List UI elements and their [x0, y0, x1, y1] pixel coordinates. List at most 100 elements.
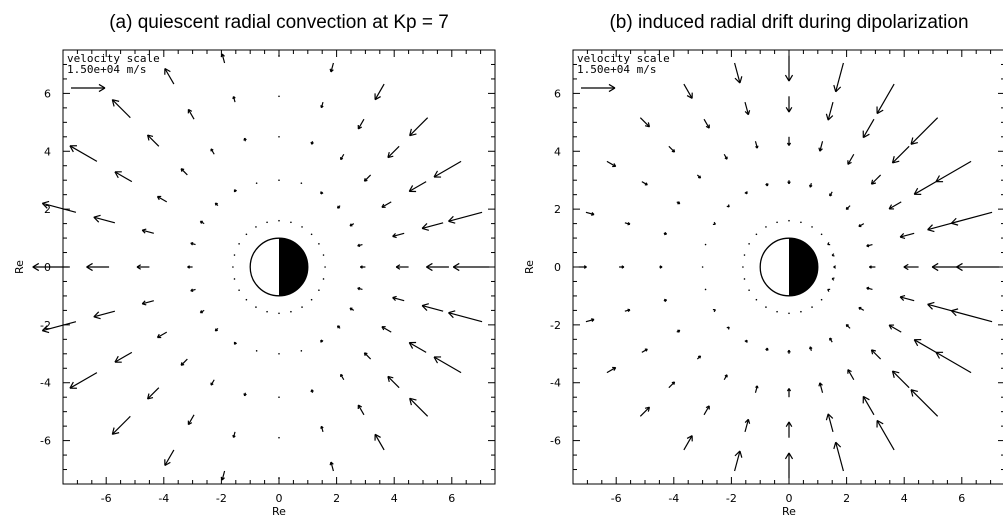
velocity-vector: [349, 223, 355, 227]
velocity-vector: [363, 174, 372, 182]
velocity-vector: [86, 262, 110, 272]
velocity-vector: [310, 141, 314, 145]
velocity-vector: [825, 413, 834, 433]
velocity-vector: [683, 435, 693, 451]
vector-point: [301, 226, 303, 228]
velocity-vector: [214, 202, 219, 207]
velocity-vector: [639, 117, 651, 128]
y-tick-label: 2: [554, 203, 561, 216]
chart-title: (b) induced radial drift during dipolari…: [609, 12, 968, 33]
velocity-vector: [910, 389, 939, 417]
velocity-vector: [870, 349, 882, 360]
velocity-vector: [754, 141, 759, 149]
vector-point: [278, 477, 280, 480]
velocity-vector: [809, 183, 813, 188]
velocity-vector: [891, 145, 910, 164]
velocity-vector: [858, 223, 865, 228]
velocity-vector: [734, 450, 743, 472]
velocity-vector: [641, 348, 648, 353]
velocity-vector: [243, 392, 247, 397]
velocity-vector: [765, 183, 769, 187]
velocity-vector: [210, 148, 215, 155]
x-tick-label: -4: [668, 492, 679, 505]
velocity-vector: [448, 211, 483, 224]
vector-point: [301, 306, 303, 308]
vector-point: [748, 289, 750, 291]
velocity-scale-label: velocity scale: [577, 52, 670, 65]
vector-point: [765, 226, 767, 228]
velocity-vector: [831, 277, 835, 281]
velocity-vector: [340, 153, 345, 161]
velocity-vector: [374, 433, 385, 451]
velocity-vector: [847, 369, 855, 381]
velocity-vector: [833, 441, 844, 472]
x-tick-label: 6: [448, 492, 455, 505]
velocity-vector: [360, 265, 366, 269]
velocity-vector: [381, 326, 392, 333]
velocity-vector: [421, 303, 444, 312]
vector-point: [324, 266, 326, 268]
velocity-vector: [899, 294, 915, 302]
x-tick-label: -4: [158, 492, 169, 505]
velocity-vector: [187, 108, 195, 120]
velocity-vector: [668, 145, 676, 153]
velocity-vector: [696, 174, 702, 179]
velocity-vector: [329, 461, 334, 472]
velocity-vector: [786, 136, 792, 146]
x-tick-label: -2: [216, 492, 227, 505]
velocity-vector: [809, 346, 813, 351]
velocity-vector: [111, 99, 131, 119]
y-tick-label: 4: [554, 145, 561, 158]
velocity-vector: [578, 265, 587, 269]
vector-point: [322, 278, 325, 280]
velocity-vector: [712, 221, 716, 225]
vector-point: [245, 298, 248, 301]
velocity-vector: [320, 339, 324, 343]
velocity-vector: [765, 347, 769, 351]
vector-point: [300, 182, 303, 184]
velocity-vector: [903, 263, 919, 271]
velocity-vector: [703, 118, 710, 129]
y-axis-label: Re: [523, 260, 536, 274]
velocity-vector: [392, 232, 405, 239]
velocity-vector: [392, 295, 405, 302]
velocity-vector: [243, 137, 247, 142]
velocity-scale-arrow: [71, 83, 106, 93]
velocity-vector: [935, 160, 972, 183]
velocity-vector: [433, 160, 462, 178]
y-tick-label: -2: [550, 319, 561, 332]
velocity-vector: [845, 205, 851, 210]
vector-point: [255, 182, 258, 184]
velocity-vector: [114, 171, 133, 183]
vector-point: [290, 310, 292, 313]
earth-nightside: [279, 238, 308, 296]
vector-point: [278, 396, 280, 399]
velocity-vector: [408, 181, 427, 193]
velocity-vector: [233, 189, 238, 193]
x-tick-label: 4: [901, 492, 908, 505]
velocity-vector: [190, 242, 196, 246]
velocity-vector: [421, 222, 444, 231]
x-tick-label: -6: [611, 492, 622, 505]
velocity-vector: [744, 339, 748, 343]
velocity-vector: [320, 425, 324, 433]
velocity-vector: [696, 355, 702, 360]
vector-point: [811, 226, 813, 228]
velocity-vector: [187, 265, 193, 269]
velocity-scale-value: 1.50e+04 m/s: [577, 63, 656, 76]
velocity-vector: [726, 204, 730, 208]
velocity-vector: [381, 201, 392, 208]
velocity-vector: [888, 201, 902, 210]
vector-point: [788, 219, 790, 222]
vector-point: [310, 233, 313, 236]
velocity-vector: [876, 419, 895, 451]
velocity-vector: [141, 228, 154, 234]
velocity-vector: [744, 191, 748, 195]
y-axis-label: Re: [13, 260, 26, 274]
velocity-vector: [448, 310, 483, 323]
velocity-vector: [641, 181, 648, 186]
x-tick-label: 2: [843, 492, 850, 505]
velocity-vector: [114, 351, 133, 363]
velocity-vector: [785, 96, 793, 113]
velocity-vector: [663, 298, 668, 303]
